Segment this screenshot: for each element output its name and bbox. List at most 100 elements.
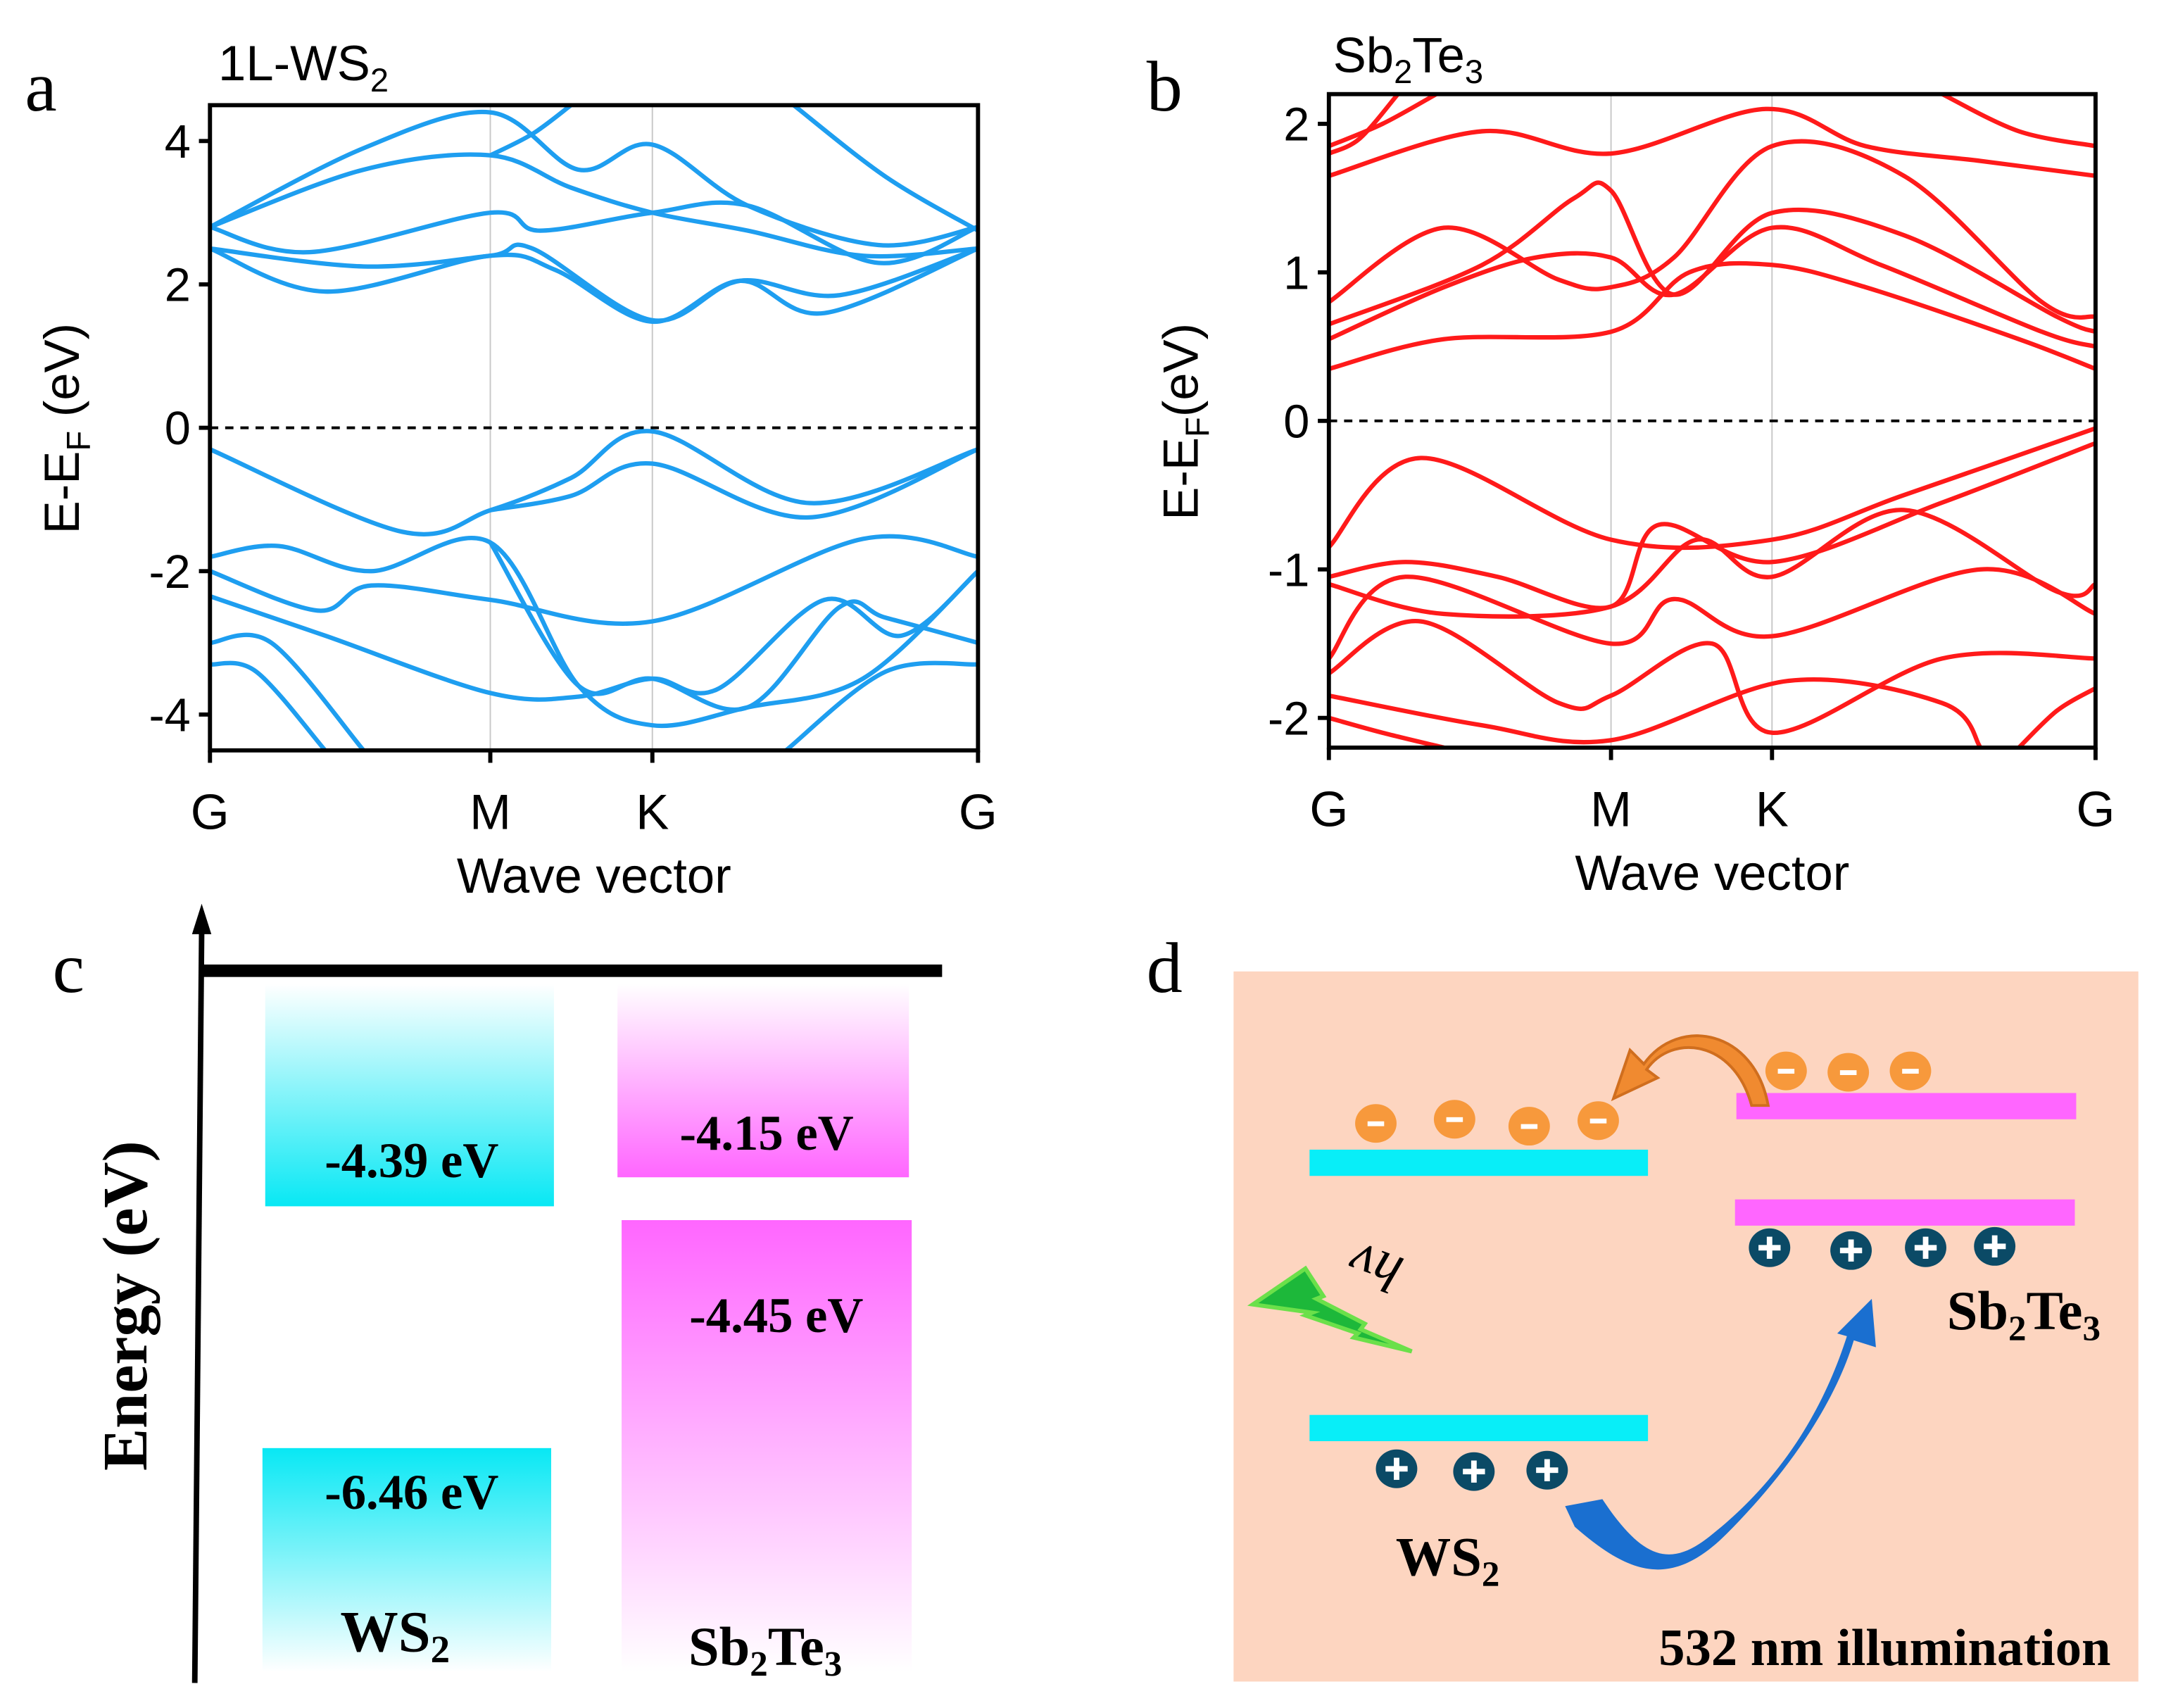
- sb2te3-vb-level: [1734, 1199, 2075, 1226]
- electron-icon: [1433, 1100, 1475, 1139]
- electron-icon: [1578, 1101, 1619, 1141]
- electron-icon: [1765, 1051, 1807, 1091]
- hole-transfer-arrow-icon: [1565, 1298, 1876, 1570]
- y-tick-label: 0: [1283, 396, 1309, 448]
- chart-title: Sb2Te3: [1333, 27, 1483, 90]
- band-vb8: [784, 660, 978, 751]
- x-tick-label-g: G: [2076, 781, 2115, 837]
- band-cb4: [210, 152, 978, 259]
- sb2te3-vb-value: -4.45 eV: [689, 1288, 863, 1343]
- y-axis-label: E-EF (eV): [34, 323, 97, 534]
- electron-icon: [1355, 1104, 1397, 1143]
- hole-icon: [1375, 1449, 1418, 1488]
- band-cb3: [1328, 180, 2096, 334]
- sb2te3-cb-value: -4.15 eV: [680, 1106, 854, 1161]
- x-tick-label-m: M: [1590, 781, 1632, 837]
- y-tick-label: 2: [165, 260, 191, 312]
- band-vb5: [1328, 619, 2096, 735]
- x-tick-label-g: G: [959, 784, 997, 840]
- band-vb1: [210, 429, 978, 536]
- charge-transfer-diagram: hν WS2 Sb2Te3 532 nm illumination: [1233, 971, 2139, 1682]
- energy-axis-label: Energy (eV): [90, 1141, 160, 1471]
- carriers: [1355, 1051, 2016, 1491]
- y-axis-label: E-EF(eV): [1152, 323, 1216, 520]
- band-vb2: [489, 447, 978, 520]
- sb2te3-conduction-band: [617, 984, 909, 1178]
- ws2-label: WS2: [340, 1600, 450, 1671]
- bands: [210, 105, 978, 751]
- vacuum-level-line: [200, 964, 943, 977]
- band-vb4: [1328, 567, 2096, 660]
- band-cb1: [210, 246, 978, 325]
- x-tick-label-k: K: [1756, 781, 1789, 837]
- panel-label-a: a: [25, 47, 56, 127]
- band-vb3: [1328, 508, 2096, 619]
- electron-icon: [1508, 1107, 1550, 1146]
- band-cb7: [1328, 94, 1437, 149]
- y-tick-label: -2: [1268, 693, 1309, 745]
- band-vb8: [1328, 677, 1983, 748]
- band-vb6: [1328, 715, 1444, 748]
- band-vb3: [210, 536, 978, 729]
- ws2-valence-band: [262, 1448, 551, 1672]
- x-tick-label-g: G: [191, 784, 229, 840]
- band-cb2: [210, 242, 978, 323]
- sb2te3-label-d: Sb2Te3: [1947, 1280, 2101, 1349]
- sb2te3-label: Sb2Te3: [688, 1616, 842, 1685]
- sb2te3-valence-band: [622, 1220, 912, 1672]
- hole-icon: [1974, 1226, 2016, 1266]
- band-cb1: [1328, 260, 2096, 372]
- band-vb1: [1328, 426, 2096, 551]
- band-vb7: [210, 660, 327, 751]
- band-vb6: [210, 632, 365, 751]
- band-alignment-diagram: Energy (eV) -4.39 eV -4.15 eV -4.45 eV -…: [90, 903, 943, 1685]
- sb2te3-cb-level: [1736, 1093, 2077, 1119]
- band-cb8: [1941, 94, 2096, 149]
- y-tick-label: -4: [149, 689, 190, 741]
- arrow-head-icon: [191, 903, 212, 934]
- band-cb3: [210, 200, 978, 265]
- band-cb7: [792, 105, 978, 233]
- y-tick-label: 4: [165, 116, 191, 168]
- y-tick-label: -1: [1268, 544, 1309, 596]
- band-cb5: [1328, 106, 2096, 178]
- ws2-vb-value: -6.46 eV: [325, 1465, 498, 1520]
- energy-axis: [191, 928, 205, 1683]
- bands: [1328, 94, 2096, 748]
- band-vb9: [488, 541, 978, 712]
- y-tick-label: 1: [1283, 247, 1309, 299]
- panel-label-b: b: [1147, 47, 1183, 127]
- band-cb4: [1328, 139, 2096, 320]
- illumination-label: 532 nm illumination: [1658, 1619, 2110, 1677]
- ws2-conduction-band: [265, 984, 554, 1207]
- ws2-label-d: WS2: [1396, 1526, 1500, 1595]
- hole-icon: [1526, 1450, 1568, 1490]
- hole-icon: [1905, 1228, 1946, 1267]
- band-cb5: [210, 109, 978, 248]
- x-tick-label-g: G: [1309, 781, 1348, 837]
- x-axis-label: Wave vector: [457, 848, 731, 903]
- band-vb4: [210, 534, 978, 626]
- electron-icon: [1889, 1051, 1932, 1091]
- y-tick-label: 2: [1283, 99, 1309, 151]
- hole-icon: [1830, 1231, 1872, 1270]
- y-tick-label: 0: [165, 403, 191, 455]
- x-tick-label-k: K: [636, 784, 669, 840]
- y-tick-label: -2: [149, 546, 190, 598]
- chart-title: 1L-WS2: [218, 35, 389, 99]
- x-tick-label-m: M: [470, 784, 511, 840]
- light-bolt-icon: [1247, 1265, 1413, 1354]
- band-vb7: [2017, 686, 2096, 748]
- electron-icon: [1827, 1053, 1870, 1092]
- ws2-vb-level: [1309, 1414, 1649, 1442]
- hole-icon: [1453, 1452, 1495, 1491]
- ws2-cb-value: -4.39 eV: [325, 1134, 498, 1188]
- panel-label-d: d: [1147, 929, 1183, 1008]
- hole-icon: [1749, 1228, 1791, 1267]
- band-cb6: [489, 105, 572, 158]
- band-cb6: [1328, 94, 1400, 156]
- band-vb2: [1328, 441, 2096, 610]
